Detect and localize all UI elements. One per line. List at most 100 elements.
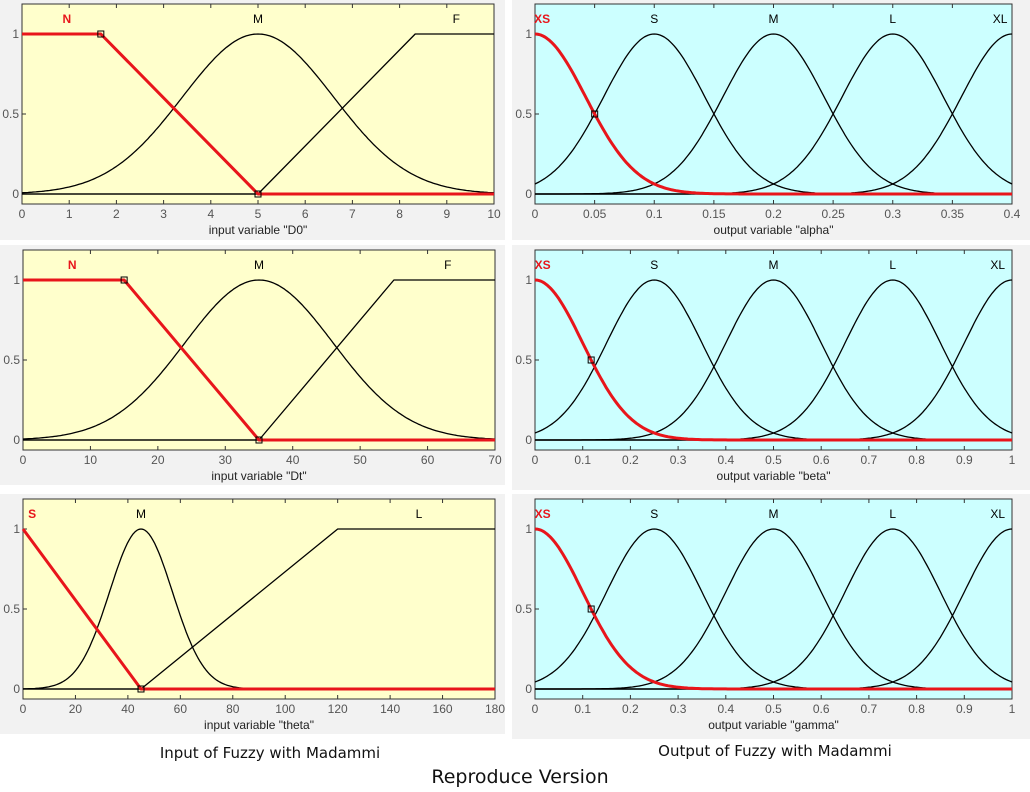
x-tick-label: 80: [226, 702, 240, 716]
x-tick-label: 40: [286, 453, 300, 467]
mf-label-xs: XS: [535, 258, 551, 272]
x-tick-label: 0.2: [765, 207, 782, 221]
mf-label-m: M: [136, 507, 146, 521]
x-tick-label: 0.25: [821, 207, 845, 221]
x-tick-label: 40: [121, 702, 135, 716]
series-xs: [534, 32, 1012, 196]
x-tick-label: 160: [433, 702, 453, 716]
x-tick-label: 0: [532, 453, 539, 467]
y-tick-label: 0.5: [3, 353, 20, 367]
x-tick-label: 1: [1009, 453, 1016, 467]
x-tick-label: 2: [113, 207, 120, 221]
x-axis-label: output variable "gamma": [708, 718, 839, 732]
x-tick-label: 1: [1009, 702, 1016, 716]
caption-output-plots: Output of Fuzzy with Madammi: [658, 742, 892, 760]
chart-2: 0 0.05 0.1 0.15 0.2 0.25 0.3 0.35 0.4 0 0.5 1 output…: [512, 0, 1030, 240]
x-tick-label: 140: [380, 702, 400, 716]
mf-label-f: F: [444, 258, 451, 272]
mf-label-l: L: [889, 258, 896, 272]
x-tick-label: 0.05: [583, 207, 607, 221]
x-tick-label: 0.3: [884, 207, 901, 221]
x-tick-label: 9: [443, 207, 450, 221]
y-tick-label: 1: [13, 273, 20, 287]
mf-label-n: N: [63, 12, 72, 26]
x-tick-label: 0: [20, 702, 27, 716]
mf-label-m: M: [769, 258, 779, 272]
x-tick-label: 0.6: [813, 453, 830, 467]
caption-reproduce-version: Reproduce Version: [431, 766, 609, 788]
x-tick-label: 0.3: [670, 453, 687, 467]
y-tick-label: 0.5: [3, 602, 20, 616]
x-tick-label: 0.15: [702, 207, 726, 221]
mf-label-n: N: [68, 258, 77, 272]
plot-area: [534, 3, 1013, 205]
x-axis-label: output variable "alpha": [714, 223, 834, 237]
mf-label-l: L: [889, 12, 896, 26]
x-tick-label: 0.2: [622, 702, 639, 716]
y-tick-label: 0: [525, 433, 532, 447]
chart-6: 0 0.1 0.2 0.3 0.4 0.5 0.6 0.7 0.8 0.9 1 0 0.5 1 output…: [512, 494, 1030, 739]
y-tick-label: 0.5: [515, 602, 532, 616]
series-f: [22, 33, 494, 195]
x-tick-label: 50: [353, 453, 367, 467]
x-tick-label: 0.3: [670, 702, 687, 716]
x-tick-label: 60: [174, 702, 188, 716]
mf-label-m: M: [253, 12, 263, 26]
series-n: [23, 278, 495, 442]
plot-area: [22, 498, 496, 700]
x-tick-label: 7: [349, 207, 356, 221]
x-tick-label: 0.6: [813, 702, 830, 716]
series-n: [22, 32, 494, 196]
y-tick-label: 0: [525, 682, 532, 696]
x-tick-label: 0.4: [1004, 207, 1021, 221]
y-tick-label: 0.5: [515, 353, 532, 367]
x-tick-label: 0.35: [941, 207, 965, 221]
x-tick-label: 0.1: [574, 702, 591, 716]
mf-label-xl: XL: [990, 258, 1005, 272]
x-tick-label: 0: [532, 702, 539, 716]
y-tick-label: 0: [13, 682, 20, 696]
y-tick-label: 1: [525, 27, 532, 41]
series-marker: [120, 276, 128, 284]
x-tick-label: 0: [532, 207, 539, 221]
mf-label-xl: XL: [990, 507, 1005, 521]
x-tick-label: 0: [20, 453, 27, 467]
x-tick-label: 0.8: [908, 453, 925, 467]
x-tick-label: 100: [275, 702, 295, 716]
x-tick-label: 0.7: [861, 453, 878, 467]
x-tick-label: 0.2: [622, 453, 639, 467]
mf-label-l: L: [416, 507, 423, 521]
series-marker: [587, 356, 595, 364]
y-tick-label: 0.5: [515, 107, 532, 121]
mf-label-m: M: [769, 507, 779, 521]
y-tick-label: 0: [525, 187, 532, 201]
series-marker: [137, 685, 145, 693]
mf-label-m: M: [254, 258, 264, 272]
mf-label-xs: XS: [535, 507, 551, 521]
x-axis-label: output variable "beta": [717, 469, 831, 483]
y-tick-label: 1: [13, 522, 20, 536]
x-tick-label: 120: [328, 702, 348, 716]
mf-label-m: M: [769, 12, 779, 26]
mf-label-l: L: [889, 507, 896, 521]
x-tick-label: 8: [396, 207, 403, 221]
x-tick-label: 5: [255, 207, 262, 221]
chart-5: 0 20 40 60 80 100 120 140 160 180 0 0.5 1 input varia…: [0, 494, 505, 734]
caption-input-plots: Input of Fuzzy with Madammi: [159, 744, 381, 762]
x-tick-label: 30: [219, 453, 233, 467]
x-tick-label: 0.9: [956, 453, 973, 467]
series-s: [21, 528, 495, 691]
y-tick-label: 1: [12, 27, 19, 41]
y-tick-label: 1: [525, 273, 532, 287]
mf-label-xl: XL: [993, 12, 1008, 26]
x-tick-label: 0.8: [908, 702, 925, 716]
x-tick-label: 0.1: [574, 453, 591, 467]
chart-4: 0 0.1 0.2 0.3 0.4 0.5 0.6 0.7 0.8 0.9 1 0 0.5 1 output…: [512, 245, 1030, 490]
series-marker: [97, 30, 105, 38]
x-tick-label: 0.9: [956, 702, 973, 716]
x-tick-label: 0.4: [717, 702, 734, 716]
mf-label-f: F: [453, 12, 460, 26]
x-tick-label: 70: [488, 453, 502, 467]
y-tick-label: 0: [13, 433, 20, 447]
